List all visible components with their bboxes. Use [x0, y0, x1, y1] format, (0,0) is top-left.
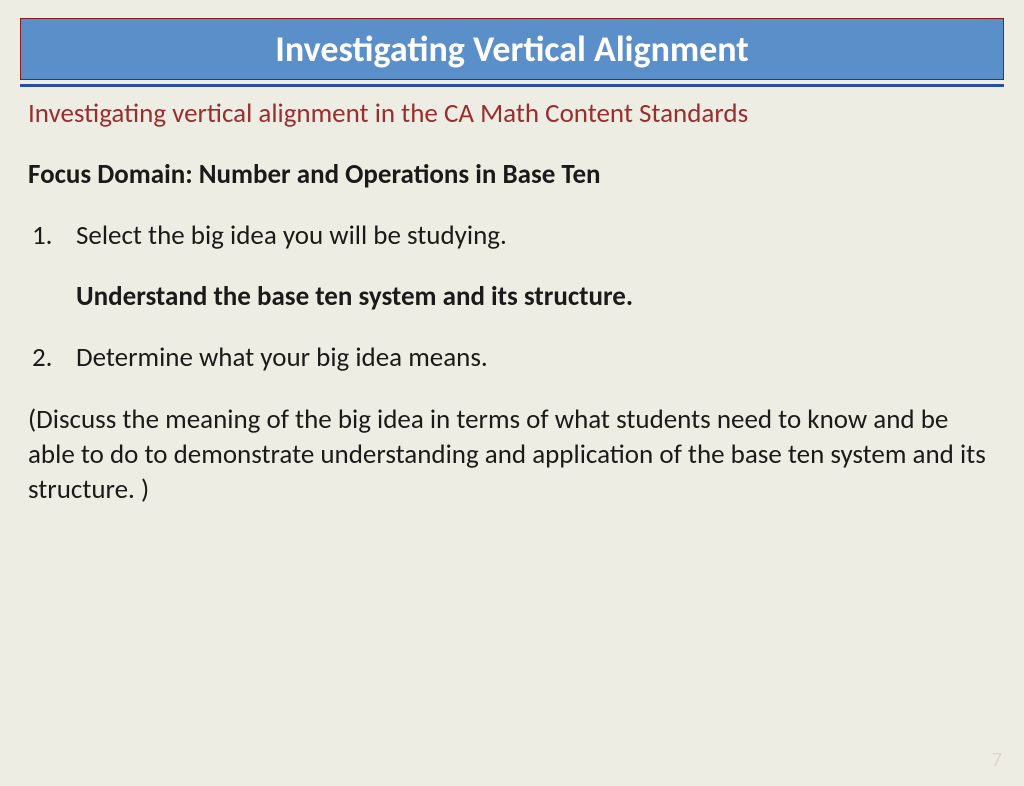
slide-title: Investigating Vertical Alignment — [21, 27, 1003, 71]
subtitle: Investigating vertical alignment in the … — [28, 97, 996, 130]
list-number: 1. — [28, 219, 76, 252]
focus-domain: Focus Domain: Number and Operations in B… — [28, 158, 996, 191]
title-bar: Investigating Vertical Alignment — [20, 18, 1004, 80]
page-number: 7 — [992, 748, 1002, 772]
big-idea: Understand the base ten system and its s… — [76, 280, 996, 313]
content-area: Investigating vertical alignment in the … — [0, 87, 1024, 507]
list-item: 1. Select the big idea you will be study… — [28, 219, 996, 252]
list-item: 2. Determine what your big idea means. — [28, 341, 996, 374]
list-text: Determine what your big idea means. — [76, 341, 996, 374]
list-number: 2. — [28, 341, 76, 374]
list-text: Select the big idea you will be studying… — [76, 219, 996, 252]
paragraph: (Discuss the meaning of the big idea in … — [28, 402, 996, 507]
